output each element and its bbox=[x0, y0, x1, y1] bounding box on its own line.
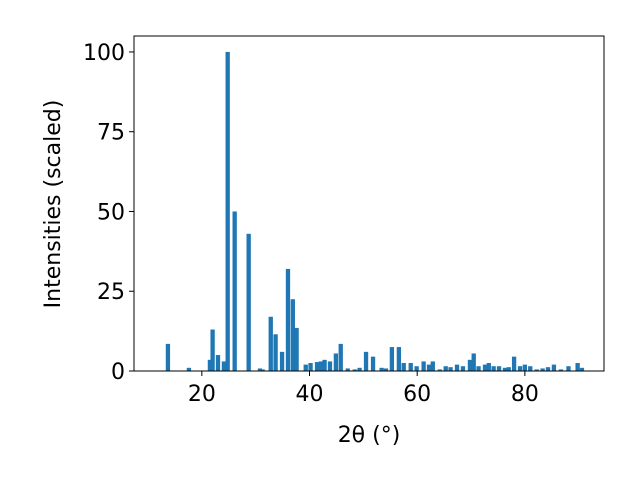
bar bbox=[260, 369, 265, 371]
bar bbox=[352, 369, 357, 371]
bar bbox=[528, 366, 533, 371]
bar bbox=[314, 362, 320, 371]
bar bbox=[215, 355, 221, 371]
bar bbox=[421, 361, 426, 371]
bar bbox=[246, 233, 251, 371]
x-tick-label: 60 bbox=[403, 382, 431, 407]
bar bbox=[460, 366, 466, 371]
bar bbox=[558, 369, 564, 371]
bar bbox=[496, 366, 502, 371]
y-tick-label: 25 bbox=[97, 280, 125, 305]
bar bbox=[482, 364, 488, 371]
bar bbox=[471, 353, 476, 371]
y-tick-label: 100 bbox=[83, 41, 125, 66]
x-tick-label: 40 bbox=[296, 382, 324, 407]
bar bbox=[338, 343, 343, 371]
bar bbox=[437, 369, 442, 371]
x-axis-label: 2θ (°) bbox=[338, 423, 401, 448]
bar bbox=[318, 361, 323, 371]
bar bbox=[454, 364, 460, 371]
bar bbox=[308, 363, 313, 371]
bar bbox=[426, 364, 432, 371]
bar bbox=[467, 359, 473, 371]
bar bbox=[414, 366, 419, 371]
bar bbox=[322, 359, 327, 371]
bar bbox=[363, 351, 369, 371]
bar bbox=[506, 367, 511, 371]
bar bbox=[502, 367, 508, 371]
y-tick-label: 50 bbox=[97, 200, 125, 225]
x-tick-label: 80 bbox=[511, 382, 539, 407]
bar bbox=[401, 363, 406, 371]
bar bbox=[408, 363, 413, 371]
bar bbox=[225, 51, 230, 371]
bar bbox=[327, 361, 333, 371]
bar bbox=[566, 366, 571, 371]
bar bbox=[345, 368, 350, 371]
bar bbox=[522, 364, 528, 371]
axes-frame bbox=[133, 35, 605, 372]
bar bbox=[534, 369, 539, 371]
bar bbox=[579, 367, 585, 371]
bar bbox=[448, 367, 453, 371]
y-tick-label: 0 bbox=[111, 360, 125, 385]
bar bbox=[285, 268, 291, 371]
bar bbox=[540, 368, 545, 371]
bar bbox=[430, 361, 435, 371]
bar bbox=[186, 367, 192, 371]
bar bbox=[273, 334, 278, 371]
bar bbox=[379, 367, 384, 371]
bar bbox=[389, 347, 395, 371]
bar bbox=[294, 327, 299, 371]
bar bbox=[303, 364, 308, 371]
y-axis-label: Intensities (scaled) bbox=[41, 100, 66, 309]
bar bbox=[165, 343, 171, 371]
bar bbox=[232, 211, 237, 371]
bar bbox=[517, 366, 523, 371]
bar bbox=[396, 347, 402, 371]
bar bbox=[511, 356, 517, 371]
bar bbox=[545, 367, 551, 371]
bar bbox=[333, 353, 339, 371]
bar bbox=[476, 366, 481, 371]
plot-area bbox=[165, 51, 585, 371]
bar bbox=[257, 368, 263, 371]
bar bbox=[370, 356, 376, 371]
bar bbox=[268, 316, 273, 371]
bar bbox=[575, 363, 580, 371]
bar bbox=[279, 351, 285, 371]
bar bbox=[486, 363, 491, 371]
bar bbox=[551, 364, 557, 371]
bar bbox=[443, 366, 448, 371]
bar bbox=[357, 367, 362, 371]
bar bbox=[290, 299, 295, 371]
bar bbox=[383, 368, 389, 371]
y-tick-label: 75 bbox=[97, 121, 125, 146]
bar bbox=[221, 361, 227, 371]
bar bbox=[491, 366, 496, 371]
bar bbox=[210, 329, 215, 371]
x-tick-label: 20 bbox=[188, 382, 216, 407]
bar bbox=[207, 359, 213, 371]
